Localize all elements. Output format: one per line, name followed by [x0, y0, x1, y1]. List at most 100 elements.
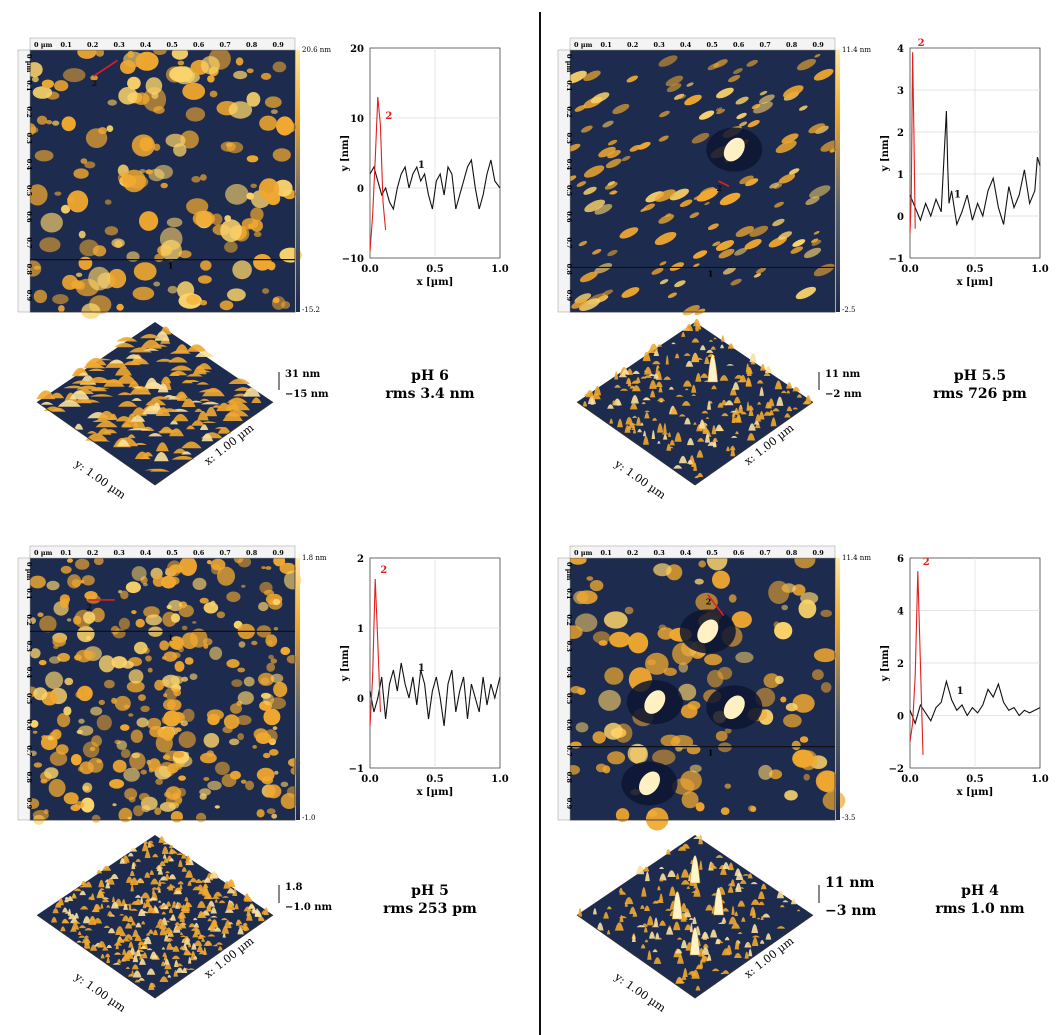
scale-min-label: -1.0: [302, 814, 316, 822]
left-ruler: [557, 557, 571, 821]
height-3d-min-label: −3 nm: [825, 903, 877, 919]
height-3d-max-label: 11 nm: [825, 875, 875, 891]
surface-edge: [576, 914, 814, 999]
x-tick-label: 0.5: [426, 264, 443, 275]
panel-ph55: 0 µm 0.1 0.2 0.3 0.4 0.5 0.6 0.7 0.8 0.9 0 µm 0.1 0.…: [540, 0, 1063, 517]
left-tick-label: 0 µm: [25, 54, 33, 73]
left-tick-label: 0.8: [565, 772, 573, 784]
top-tick-label: 0.6: [193, 549, 205, 557]
top-tick-label: 0.9: [813, 549, 825, 557]
left-tick-label: 0.7: [565, 237, 573, 248]
series-line-2: [909, 571, 924, 755]
top-tick-label: 0.2: [87, 549, 98, 557]
x-tick-label: 0.5: [966, 264, 983, 275]
top-tick-label: 0.8: [786, 41, 798, 49]
top-tick-label: 0.4: [680, 549, 692, 557]
panel-ph4: 0 µm 0.1 0.2 0.3 0.4 0.5 0.6 0.7 0.8 0.9 0 µm 0.1 0.…: [540, 518, 1063, 1035]
caption-rms: rms 726 pm: [933, 386, 1027, 402]
y-tick-label: 0: [357, 694, 364, 705]
surface-edge: [36, 914, 274, 999]
top-tick-label: 0.6: [193, 41, 205, 49]
left-tick-label: 0.7: [25, 745, 33, 756]
y-tick-label: 6: [897, 554, 904, 565]
left-tick-label: 0.9: [565, 290, 573, 302]
x-tick-label: 1.0: [1031, 774, 1048, 785]
panel-svg: 0 µm 0.1 0.2 0.3 0.4 0.5 0.6 0.7 0.8 0.9 0 µm 0.1 0.…: [17, 37, 509, 502]
afm-3d-surface: [576, 318, 814, 486]
profile-line-2-label: 2: [86, 602, 92, 612]
y-tick-label: 10: [350, 114, 364, 125]
left-ruler: [17, 49, 31, 313]
surface-base: [577, 835, 813, 998]
top-tick-label: 0 µm: [34, 549, 53, 557]
y-tick-label: 4: [897, 607, 904, 618]
top-tick-label: 0.5: [167, 41, 179, 49]
profile-line-2: [93, 59, 118, 77]
left-tick-label: 0.2: [25, 106, 33, 117]
y-tick-label: 1: [357, 624, 364, 635]
height-3d-min-label: −1.0 nm: [285, 902, 333, 913]
top-ruler: [569, 545, 836, 559]
x-axis-label: x [µm]: [417, 277, 454, 288]
y-tick-label: 0: [897, 212, 904, 223]
x-tick-label: 1.0: [1031, 264, 1048, 275]
top-tick-label: 0.8: [246, 549, 258, 557]
top-tick-label: 0.1: [601, 41, 612, 49]
y-tick-label: 0: [357, 184, 364, 195]
left-tick-label: 0.5: [565, 693, 573, 705]
panel-caption: pH 5.5 rms 726 pm: [925, 367, 1035, 403]
top-tick-label: 0.1: [601, 549, 612, 557]
y-tick-label: 3: [897, 86, 904, 97]
top-tick-label: 0 µm: [574, 41, 593, 49]
left-tick-label: 0.9: [565, 798, 573, 810]
y-axis-label: y [nm]: [340, 645, 351, 683]
left-tick-label: 0.1: [565, 80, 573, 91]
panel-svg: 0 µm 0.1 0.2 0.3 0.4 0.5 0.6 0.7 0.8 0.9 0 µm 0.1 0.…: [557, 545, 1049, 1015]
left-tick-label: 0.7: [25, 237, 33, 248]
top-tick-label: 0.9: [273, 549, 285, 557]
left-tick-label: 0.2: [565, 106, 573, 117]
afm-3d-surface: [576, 835, 814, 999]
y-tick-label: 2: [897, 128, 904, 139]
y-tick-label: 2: [357, 554, 364, 565]
left-tick-label: 0.1: [25, 588, 33, 599]
panel-caption: pH 4 rms 1.0 nm: [925, 882, 1035, 918]
profile-line-2-label: 2: [92, 78, 98, 88]
top-tick-label: 0.1: [61, 549, 72, 557]
left-tick-label: 0.2: [25, 614, 33, 625]
left-tick-label: 0.9: [25, 290, 33, 302]
afm-3d-surface: [36, 322, 274, 486]
panel-ph5: 0 µm 0.1 0.2 0.3 0.4 0.5 0.6 0.7 0.8 0.9 0 µm 0.1 0.…: [0, 518, 531, 1035]
color-scale-bar: [836, 558, 840, 820]
top-tick-label: 0.4: [680, 41, 692, 49]
x-tick-label: 0.0: [361, 264, 378, 275]
profile-chart: 20 10 0 −100.0 0.5 1.0 x [µm] y [nm] 1 2: [340, 44, 509, 288]
left-tick-label: 0.6: [25, 211, 33, 223]
y-tick-label: 4: [897, 44, 904, 55]
left-tick-label: 0.8: [565, 264, 573, 276]
left-tick-label: 0.7: [565, 745, 573, 756]
left-tick-label: 0 µm: [25, 562, 33, 581]
top-tick-label: 0.3: [654, 41, 666, 49]
left-tick-label: 0.2: [565, 614, 573, 625]
scale-max-label: 20.6 nm: [302, 46, 331, 54]
y-tick-label: −10: [342, 254, 364, 265]
left-ruler: [557, 49, 571, 313]
left-tick-label: 0.4: [25, 159, 33, 171]
y-tick-label: −1: [889, 254, 904, 265]
profile-chart: 2 1 0 −10.0 0.5 1.0 x [µm] y [nm] 1 2: [340, 554, 509, 798]
caption-rms: rms 3.4 nm: [385, 386, 475, 402]
profile-chart: 4 3 2 1 0 −10.0 0.5 1.0 x [µm] y [nm] 1 2: [880, 38, 1049, 288]
y-axis-label: y [nm]: [880, 135, 891, 173]
series-line-1: [369, 158, 501, 211]
scale-max-label: 1.8 nm: [302, 554, 327, 562]
left-tick-label: 0.8: [25, 264, 33, 276]
top-tick-label: 0.9: [813, 41, 825, 49]
top-tick-label: 0.3: [114, 549, 126, 557]
top-tick-label: 0 µm: [574, 549, 593, 557]
left-tick-label: 0.6: [25, 719, 33, 731]
series-line-1: [369, 662, 501, 727]
left-tick-label: 0.5: [25, 185, 33, 197]
series-label-1: 1: [954, 189, 961, 200]
series-label-2: 2: [385, 111, 392, 122]
